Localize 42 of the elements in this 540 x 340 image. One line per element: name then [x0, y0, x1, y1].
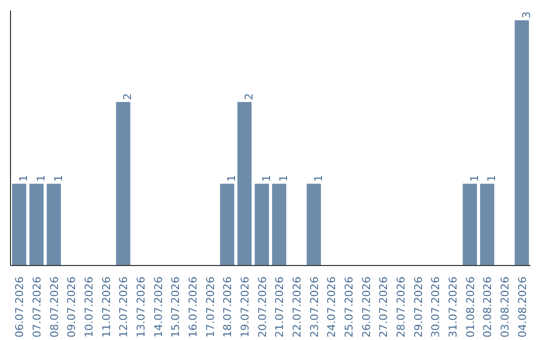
data-label: 1	[34, 174, 48, 182]
x-tick-label: 27.07.2026	[377, 276, 390, 338]
x-tick-label: 30.07.2026	[429, 276, 442, 338]
data-label: 1	[277, 174, 290, 182]
x-tick-label: 31.07.2026	[446, 276, 460, 338]
data-label: 1	[260, 174, 273, 182]
data-label: 1	[312, 174, 325, 182]
x-tick-label: 21.07.2026	[273, 276, 286, 338]
x-tick-label: 24.07.2026	[325, 276, 338, 338]
x-tick-label: 14.07.2026	[152, 276, 165, 338]
x-tick-label: 17.07.2026	[204, 276, 217, 338]
x-tick-label: 23.07.2026	[308, 276, 321, 338]
data-label: 1	[485, 174, 498, 182]
x-tick-label: 19.07.2026	[238, 276, 252, 338]
x-tick-label: 06.07.2026	[13, 276, 26, 338]
data-label: 2	[121, 93, 134, 100]
x-tick-label: 22.07.2026	[290, 276, 304, 338]
x-tick-label: 20.07.2026	[256, 276, 269, 338]
x-tick-label: 26.07.2026	[360, 276, 373, 338]
data-label: 1	[52, 174, 65, 182]
data-label: 1	[225, 174, 238, 182]
x-tick-label: 09.07.2026	[65, 276, 78, 338]
x-tick-label: 18.07.2026	[221, 276, 234, 338]
data-label: 1	[468, 174, 481, 182]
x-tick-label: 29.07.2026	[412, 276, 425, 338]
x-tick-label: 03.08.2026	[498, 276, 512, 338]
x-tick-label: 16.07.2026	[186, 276, 200, 338]
data-label: 1	[17, 174, 30, 182]
x-tick-label: 04.08.2026	[516, 276, 529, 338]
data-label: 2	[242, 93, 256, 100]
x-tick-label: 25.07.2026	[342, 276, 356, 338]
x-tick-label: 28.07.2026	[394, 276, 408, 338]
x-tick-label: 11.07.2026	[100, 276, 113, 338]
x-tick-label: 01.08.2026	[464, 276, 477, 338]
x-tick-label: 10.07.2026	[82, 276, 96, 338]
x-tick-label: 12.07.2026	[117, 276, 130, 338]
x-tick-label: 15.07.2026	[169, 276, 182, 338]
x-tick-label: 08.07.2026	[48, 276, 61, 338]
x-tick-label: 07.07.2026	[30, 276, 44, 338]
x-tick-label: 02.08.2026	[481, 276, 494, 338]
x-tick-label: 13.07.2026	[134, 276, 148, 338]
data-label: 3	[520, 12, 533, 18]
